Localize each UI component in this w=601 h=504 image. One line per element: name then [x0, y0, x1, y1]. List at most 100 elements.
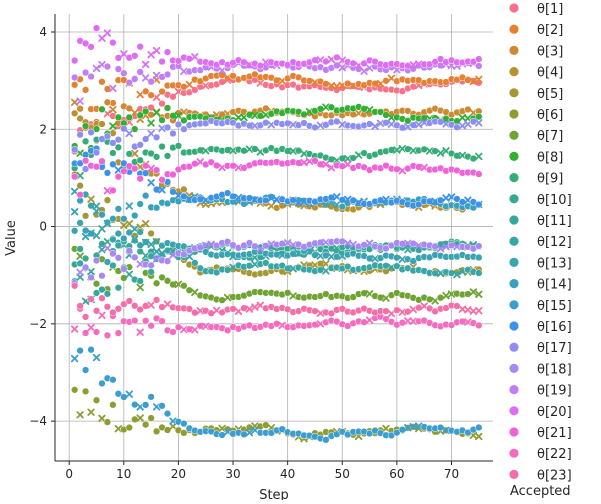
point-rejected: [409, 146, 417, 155]
point-accepted: [131, 316, 139, 325]
point-rejected: [202, 196, 210, 205]
point-rejected: [404, 239, 412, 248]
point-rejected: [152, 238, 161, 246]
point-accepted: [196, 146, 204, 154]
point-accepted: [81, 366, 90, 374]
point-accepted: [152, 133, 161, 141]
series-18: [71, 237, 483, 287]
legend-marker: [509, 67, 519, 77]
legend-marker: [509, 24, 519, 34]
point-accepted: [125, 150, 133, 158]
point-rejected: [442, 240, 450, 249]
point-accepted: [256, 62, 264, 70]
legend-entry: θ[15]: [509, 299, 572, 314]
point-rejected: [327, 252, 336, 261]
point-accepted: [169, 93, 177, 101]
legend-entry: θ[20]: [509, 405, 572, 420]
x-tick-label: 0: [65, 467, 73, 481]
point-accepted: [251, 70, 259, 79]
point-rejected: [475, 290, 483, 298]
point-rejected: [136, 283, 144, 292]
legend-entry: θ[5]: [509, 87, 563, 102]
legend-label: θ[20]: [537, 405, 572, 420]
point-accepted: [185, 325, 193, 333]
legend-marker: [509, 427, 519, 437]
point-accepted: [289, 80, 297, 89]
point-rejected: [398, 144, 407, 153]
series-23: [71, 282, 483, 321]
series-2: [71, 70, 483, 113]
point-rejected: [147, 51, 155, 59]
x-tick-label: 20: [171, 467, 186, 481]
point-accepted: [81, 122, 90, 130]
point-accepted: [393, 254, 401, 262]
point-rejected: [371, 254, 379, 263]
legend-label: θ[16]: [537, 320, 572, 335]
legend-marker: [509, 406, 519, 416]
point-rejected: [114, 166, 123, 174]
legend-label: θ[9]: [537, 172, 563, 187]
point-accepted: [453, 123, 461, 131]
legend-label: θ[15]: [537, 299, 572, 314]
point-rejected: [338, 63, 346, 72]
point-accepted: [71, 227, 79, 235]
point-accepted: [98, 379, 106, 388]
point-accepted: [147, 91, 155, 99]
point-rejected: [475, 119, 483, 127]
point-rejected: [387, 114, 396, 122]
point-accepted: [131, 164, 139, 173]
point-accepted: [103, 258, 112, 266]
point-accepted: [120, 167, 128, 175]
point-accepted: [158, 142, 166, 151]
point-accepted: [163, 257, 172, 265]
point-rejected: [387, 309, 396, 318]
point-rejected: [103, 29, 112, 37]
point-rejected: [125, 220, 133, 228]
point-accepted: [191, 86, 199, 94]
point-accepted: [114, 113, 123, 122]
series-15: [70, 346, 483, 444]
point-rejected: [322, 267, 330, 275]
point-rejected: [87, 195, 95, 203]
point-rejected: [131, 149, 139, 158]
point-accepted: [223, 326, 232, 334]
series-17: [71, 117, 483, 173]
point-accepted: [142, 107, 150, 116]
point-accepted: [382, 262, 390, 270]
point-rejected: [103, 219, 112, 228]
point-accepted: [436, 55, 445, 63]
point-accepted: [76, 346, 84, 355]
series-20: [71, 24, 483, 70]
point-rejected: [475, 306, 483, 315]
point-accepted: [273, 76, 281, 85]
y-tick-label: 0: [39, 220, 47, 234]
point-accepted: [404, 117, 412, 125]
point-accepted: [81, 263, 90, 272]
point-accepted: [223, 238, 232, 246]
point-rejected: [251, 111, 259, 120]
point-accepted: [76, 182, 84, 190]
point-rejected: [409, 317, 417, 325]
point-accepted: [131, 211, 139, 220]
legend-label: θ[1]: [537, 2, 563, 17]
point-accepted: [262, 259, 270, 267]
point-rejected: [371, 122, 379, 130]
point-accepted: [76, 131, 84, 139]
point-accepted: [464, 76, 472, 84]
point-rejected: [109, 105, 117, 114]
point-accepted: [92, 163, 101, 171]
point-accepted: [76, 219, 84, 227]
legend-entry: θ[12]: [509, 235, 572, 250]
x-tick-label: 30: [225, 467, 240, 481]
y-tick-label: −2: [29, 317, 47, 331]
legend-label: θ[14]: [537, 278, 572, 293]
point-rejected: [169, 417, 177, 425]
point-accepted: [109, 376, 117, 384]
legend-marker: [509, 45, 519, 56]
legend-label: θ[6]: [537, 108, 563, 123]
point-accepted: [327, 103, 335, 111]
point-accepted: [245, 239, 254, 247]
point-accepted: [180, 282, 188, 290]
point-rejected: [103, 187, 112, 195]
